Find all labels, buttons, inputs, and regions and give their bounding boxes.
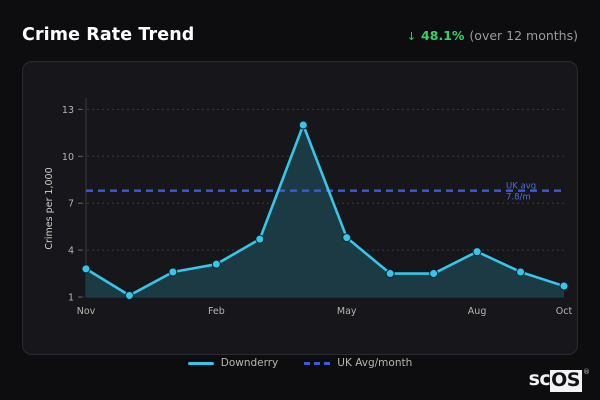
legend-swatch-dashed [304,361,331,365]
legend-label: UK Avg/month [337,357,413,369]
legend-label: Downderry [220,357,279,369]
chart-header: Crime Rate Trend ↓ 48.1% (over 12 months… [22,20,578,50]
trend-delta-period: (over 12 months) [469,27,578,43]
logo-text-os: OS [550,369,582,392]
trend-down-arrow-icon: ↓ [406,29,417,43]
page-title: Crime Rate Trend [22,25,195,45]
legend-item[interactable]: Downderry [187,357,279,369]
trend-delta-badge: ↓ 48.1% (over 12 months) [407,28,578,43]
chart-legend: Downderry UK Avg/month [0,352,600,374]
chart-card [22,61,578,355]
scos-logo: sc OS ® [528,368,590,392]
logo-text-sc: sc [528,368,551,390]
legend-item[interactable]: UK Avg/month [304,357,412,369]
trend-delta-value: 48.1% [421,27,465,43]
legend-swatch-solid [187,361,214,365]
logo-registered-mark: ® [583,368,590,376]
